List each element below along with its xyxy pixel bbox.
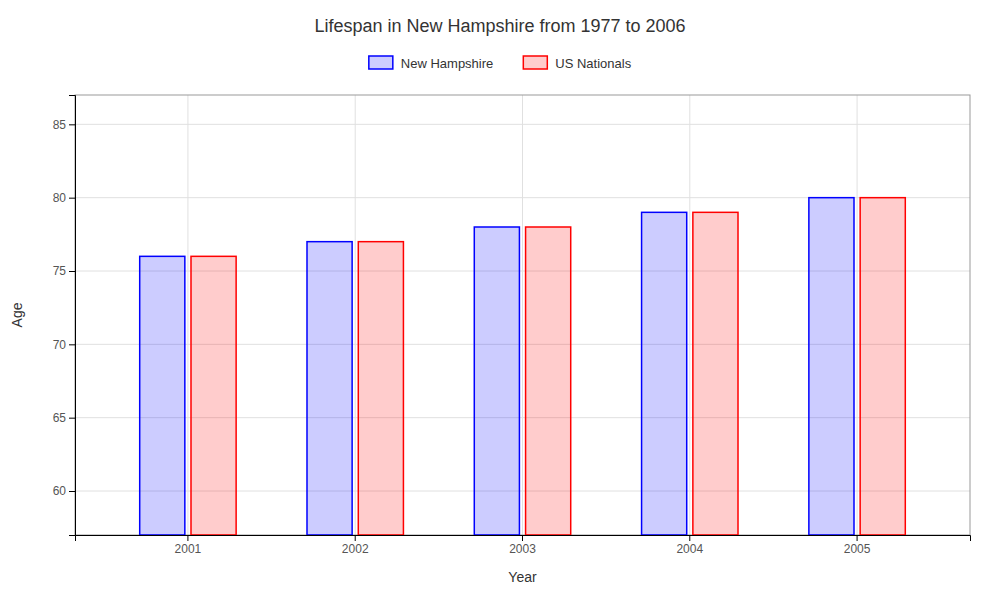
tick-mark <box>69 198 75 199</box>
bar-series <box>191 198 905 535</box>
x-axis-title: Year <box>508 569 537 585</box>
grid-line <box>187 95 188 535</box>
tick: 2004 <box>676 535 703 556</box>
x-axis: 2001 2002 2003 2004 2005 <box>76 535 971 556</box>
tick-mark <box>69 124 75 125</box>
title: Lifespan in New Hampshire from 1977 to 2… <box>314 16 685 36</box>
grid <box>75 95 970 535</box>
tick: 85 <box>53 118 75 132</box>
tick-mark <box>689 535 690 541</box>
tick-mark <box>69 271 75 272</box>
tick: 65 <box>53 411 75 425</box>
tick-label: 60 <box>53 484 67 498</box>
bar <box>809 198 854 535</box>
bars <box>140 198 906 535</box>
tick: 60 <box>53 484 75 498</box>
grid-line <box>857 95 858 535</box>
tick-mark <box>69 418 75 419</box>
bar-series <box>140 198 854 535</box>
bar <box>140 256 185 535</box>
tick-label: 85 <box>53 118 67 132</box>
axis-line <box>69 96 76 536</box>
legend-item: US Nationals <box>523 56 631 71</box>
tick-label: 65 <box>53 411 67 425</box>
tick: 80 <box>53 191 75 205</box>
tick-label: 80 <box>53 191 67 205</box>
bar <box>526 227 571 535</box>
tick-label: 2003 <box>509 542 536 556</box>
bar <box>358 242 403 535</box>
tick-label: 2005 <box>844 542 871 556</box>
tick: 2005 <box>844 535 871 556</box>
tick-label: 2002 <box>342 542 369 556</box>
tick-label: 2001 <box>175 542 202 556</box>
tick: 2003 <box>509 535 536 556</box>
bar <box>642 212 687 535</box>
grid-line <box>355 95 356 535</box>
plot-frame <box>75 95 970 535</box>
tick-mark <box>857 535 858 541</box>
legend-swatch <box>369 56 393 69</box>
axis-line <box>76 536 971 542</box>
tick-label: 70 <box>53 338 67 352</box>
tick: 2002 <box>342 535 369 556</box>
bar <box>693 212 738 535</box>
grid-line <box>689 95 690 535</box>
grid-line <box>522 95 523 535</box>
bar <box>191 256 236 535</box>
legend-item: New Hampshire <box>369 56 493 71</box>
chart: 2001 2002 2003 2004 2005 60 65 70 75 80 85 Year Age L… <box>0 0 1000 600</box>
tick: 2001 <box>175 535 202 556</box>
legend: New Hampshire US Nationals <box>369 56 632 71</box>
bar <box>307 242 352 535</box>
tick-mark <box>187 535 188 541</box>
tick-label: 75 <box>53 264 67 278</box>
tick-mark <box>522 535 523 541</box>
tick: 70 <box>53 338 75 352</box>
tick-label: 2004 <box>676 542 703 556</box>
bar <box>860 198 905 535</box>
y-axis: 60 65 70 75 80 85 <box>53 96 76 536</box>
tick-mark <box>355 535 356 541</box>
bar <box>474 227 519 535</box>
y-axis-title: Age <box>9 302 25 327</box>
legend-label: New Hampshire <box>401 56 493 71</box>
tick-mark <box>69 344 75 345</box>
tick: 75 <box>53 264 75 278</box>
legend-swatch <box>523 56 547 69</box>
tick-mark <box>69 491 75 492</box>
legend-label: US Nationals <box>555 56 631 71</box>
plot: 2001 2002 2003 2004 2005 60 65 70 75 80 85 <box>53 95 971 556</box>
